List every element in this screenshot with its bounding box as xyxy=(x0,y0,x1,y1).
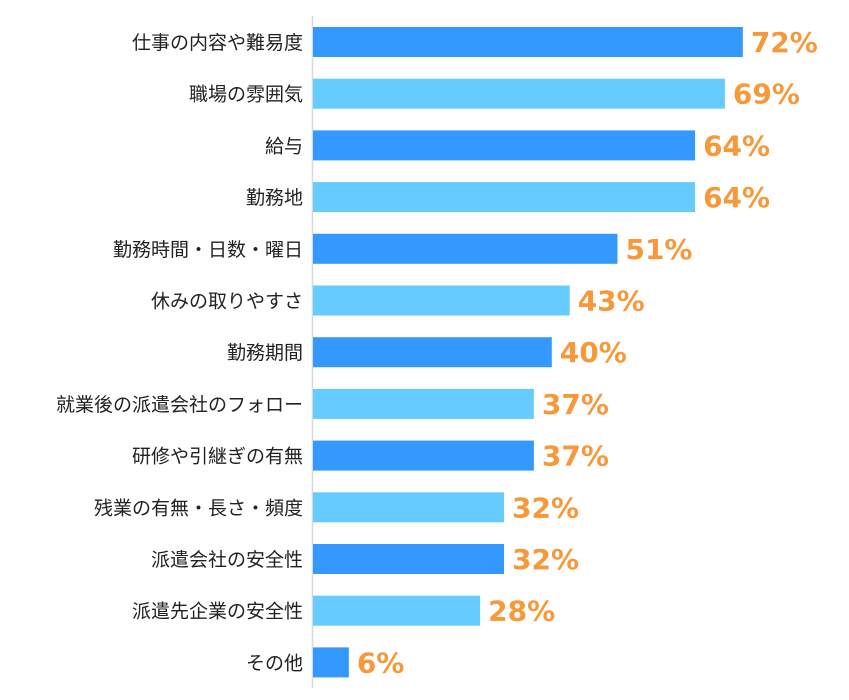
bar xyxy=(313,27,743,57)
bar xyxy=(313,337,552,368)
category-label: 派遣先企業の安全性 xyxy=(132,601,303,623)
category-label: 研修や引継ぎの有無 xyxy=(132,446,303,468)
bar xyxy=(313,595,481,626)
bar xyxy=(313,130,696,161)
value-label: 72% xyxy=(751,26,818,59)
bar xyxy=(313,233,618,264)
bar xyxy=(313,78,725,109)
category-label: その他 xyxy=(246,652,303,674)
value-label: 40% xyxy=(560,336,627,369)
category-label: 就業後の派遣会社のフォロー xyxy=(56,394,303,416)
category-label: 勤務期間 xyxy=(227,342,303,364)
category-label: 勤務地 xyxy=(246,187,303,209)
bar xyxy=(313,492,505,523)
value-label: 64% xyxy=(703,181,770,214)
category-label: 勤務時間・日数・曜日 xyxy=(113,239,303,261)
bar xyxy=(313,440,534,471)
category-label: 休みの取りやすさ xyxy=(151,291,303,313)
value-label: 43% xyxy=(578,285,645,318)
bar xyxy=(313,647,349,678)
value-label: 32% xyxy=(512,491,579,524)
value-label: 37% xyxy=(542,388,609,421)
value-label: 69% xyxy=(733,78,800,111)
bar xyxy=(313,544,505,574)
value-label: 51% xyxy=(625,233,692,266)
value-label: 6% xyxy=(357,646,405,679)
category-label: 仕事の内容や難易度 xyxy=(132,32,303,54)
bar xyxy=(313,182,696,213)
value-label: 32% xyxy=(512,543,579,576)
category-label: 残業の有無・長さ・頻度 xyxy=(94,497,303,519)
bar xyxy=(313,388,534,419)
value-label: 28% xyxy=(488,595,555,628)
bar xyxy=(313,285,570,316)
category-label: 給与 xyxy=(265,135,303,157)
category-label: 職場の雰囲気 xyxy=(189,84,303,106)
category-label: 派遣会社の安全性 xyxy=(151,549,303,571)
value-label: 64% xyxy=(703,129,770,162)
value-label: 37% xyxy=(542,440,609,473)
